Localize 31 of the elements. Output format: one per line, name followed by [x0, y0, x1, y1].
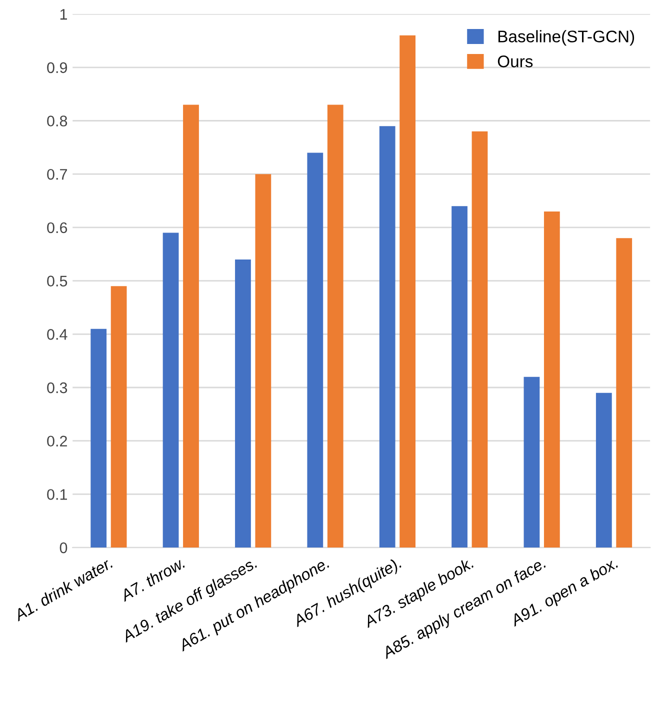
bar [524, 376, 540, 548]
bar [307, 152, 324, 548]
y-tick-label: 0.4 [47, 329, 68, 340]
legend-label: Ours [498, 56, 533, 68]
y-tick-label: 0.7 [47, 168, 67, 180]
y-tick-label: 0.6 [47, 222, 68, 234]
x-tick-label: A7. throw. [118, 556, 186, 602]
bar [255, 174, 272, 548]
bar [90, 328, 107, 548]
y-tick-label: 0.1 [47, 489, 67, 500]
bar [472, 131, 488, 548]
y-tick-label: 0.9 [47, 62, 68, 74]
bar [162, 232, 179, 548]
bar [379, 126, 396, 548]
y-tick-label: 0.8 [47, 116, 68, 126]
bar [400, 35, 416, 548]
y-tick-label: 0.5 [47, 276, 68, 286]
bar [544, 211, 560, 548]
y-tick-label: 0.3 [47, 382, 68, 394]
bar [452, 206, 468, 548]
bar [183, 104, 199, 548]
bar [596, 392, 612, 548]
x-tick-label: A1. drink water. [12, 556, 113, 622]
y-tick-label: 0.2 [47, 436, 67, 447]
y-tick-label: 1 [60, 9, 67, 20]
y-tick-label: 0 [60, 542, 68, 554]
bar [110, 286, 127, 548]
bar [235, 259, 251, 548]
bar [327, 104, 344, 548]
legend-label: Baseline(ST-GCN) [498, 30, 634, 46]
bar [616, 238, 632, 548]
